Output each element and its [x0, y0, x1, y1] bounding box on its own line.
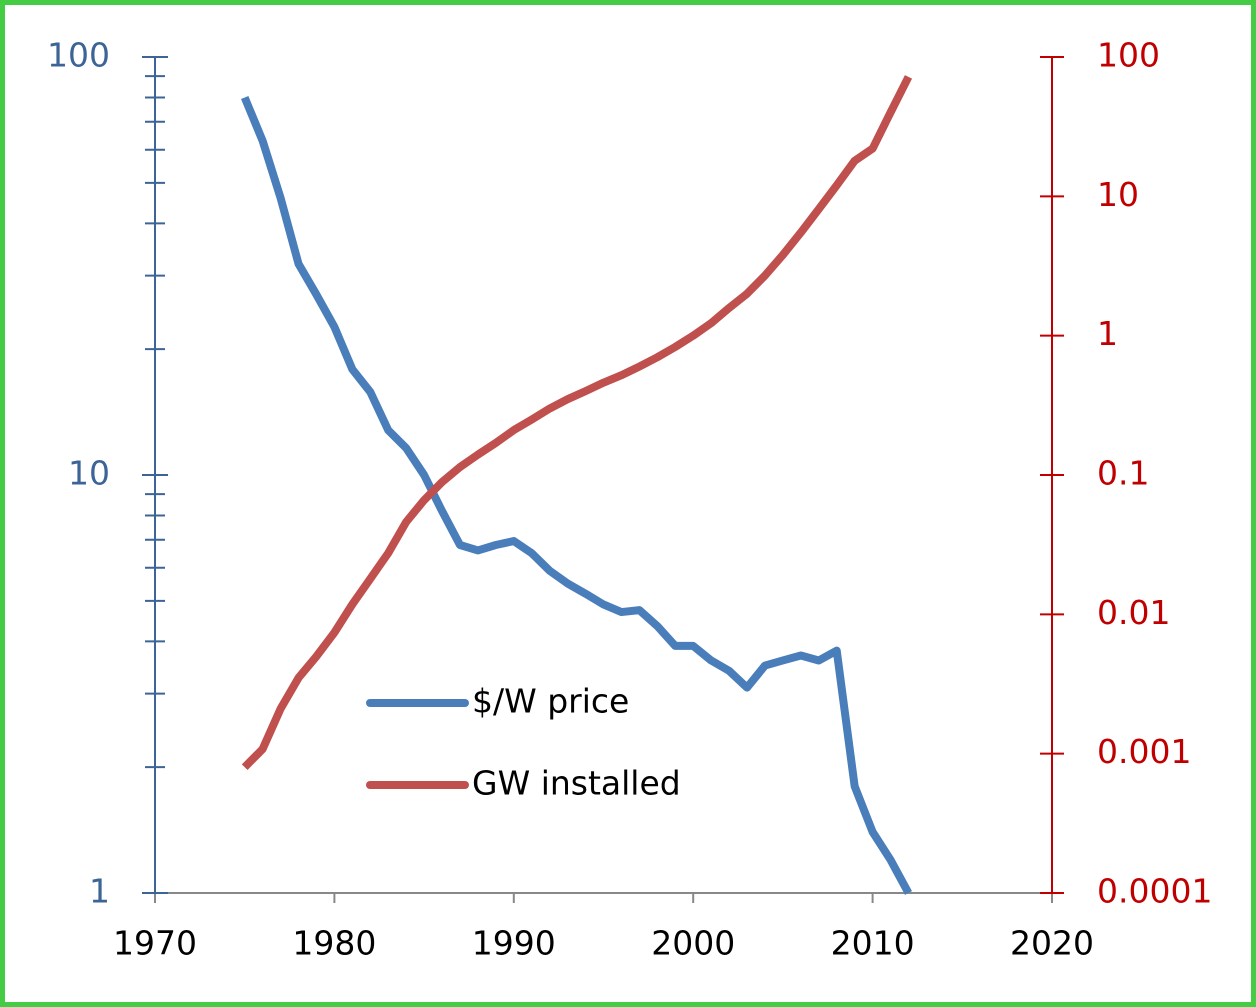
x-tick-label: 1970: [113, 924, 197, 963]
y-tick-label: 100: [47, 36, 110, 75]
x-tick-label: 2020: [1010, 924, 1094, 963]
chart: 1970 1980 1990 2000 2010 2020 1 10 100 0.0001 0.00…: [47, 36, 1212, 963]
series-line: [241, 95, 912, 895]
y2-tick-label: 0.01: [1097, 593, 1170, 632]
x-tick-label: 2010: [831, 924, 915, 963]
y2-tick-label: 10: [1097, 175, 1139, 214]
y2-tick-label: 0.1: [1097, 454, 1149, 493]
legend-label: $/W price: [472, 682, 629, 721]
x-tick-label: 1980: [292, 924, 376, 963]
y2-tick-label: 100: [1097, 36, 1160, 75]
x-tick-label: 2000: [651, 924, 735, 963]
y-tick-label: 10: [68, 454, 110, 493]
y-tick-label: 1: [89, 872, 110, 911]
legend-label: GW installed: [472, 764, 681, 803]
x-tick-label: 1990: [472, 924, 556, 963]
y2-tick-label: 0.0001: [1097, 872, 1212, 911]
y2-tick-label: 0.001: [1097, 732, 1191, 771]
series-line: [241, 75, 913, 770]
chart-frame: 1970 1980 1990 2000 2010 2020 1 10 100 0.0001 0.00…: [5, 5, 1251, 1002]
y2-tick-label: 1: [1097, 314, 1118, 353]
